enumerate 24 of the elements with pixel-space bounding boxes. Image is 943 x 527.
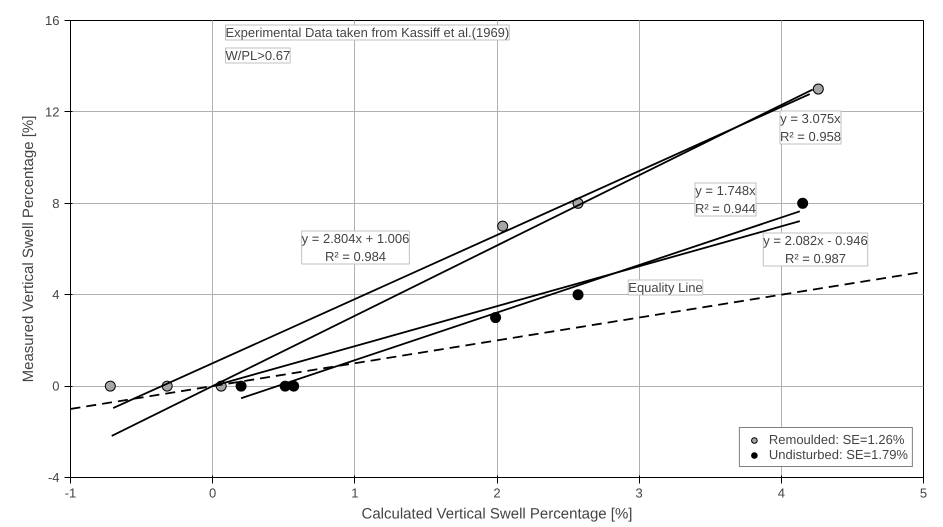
x-tick-label: 5 xyxy=(920,486,928,500)
annotation: y = 2.804x + 1.006 R² = 0.984 xyxy=(302,231,410,264)
annotation: y = 1.748x R² = 0.944 xyxy=(694,183,756,216)
legend-label: Remoulded: SE=1.26% xyxy=(768,432,904,447)
y-tick-label: 4 xyxy=(52,287,60,302)
y-axis-title: Measured Vertical Swell Percentage [%] xyxy=(20,116,38,382)
y-tick-label: 12 xyxy=(45,104,60,120)
x-tick-label: -1 xyxy=(64,486,76,500)
x-tick-label: 0 xyxy=(209,486,216,500)
x-tick-label: 2 xyxy=(493,486,501,500)
y-tick-label: -4 xyxy=(48,470,60,485)
x-tick-label: 3 xyxy=(636,486,643,500)
annotation: Experimental Data taken from Kassiff et al.(1969) xyxy=(226,25,510,40)
y-tick-label: 8 xyxy=(52,196,60,211)
x-tick-label: 1 xyxy=(351,486,358,500)
y-tick-label: 16 xyxy=(45,13,60,28)
annotation: y = 2.082x - 0.946 R² = 0.987 xyxy=(763,233,868,266)
annotation: y = 3.075x R² = 0.958 xyxy=(780,111,842,144)
x-axis-title: Calculated Vertical Swell Percentage [%] xyxy=(362,506,632,522)
annotation: W/PL>0.67 xyxy=(226,48,290,63)
x-tick-label: 4 xyxy=(778,486,785,500)
legend-label: Undisturbed: SE=1.79% xyxy=(768,447,908,462)
annotation: Equality Line xyxy=(628,280,703,295)
y-tick-label: 0 xyxy=(52,378,60,394)
